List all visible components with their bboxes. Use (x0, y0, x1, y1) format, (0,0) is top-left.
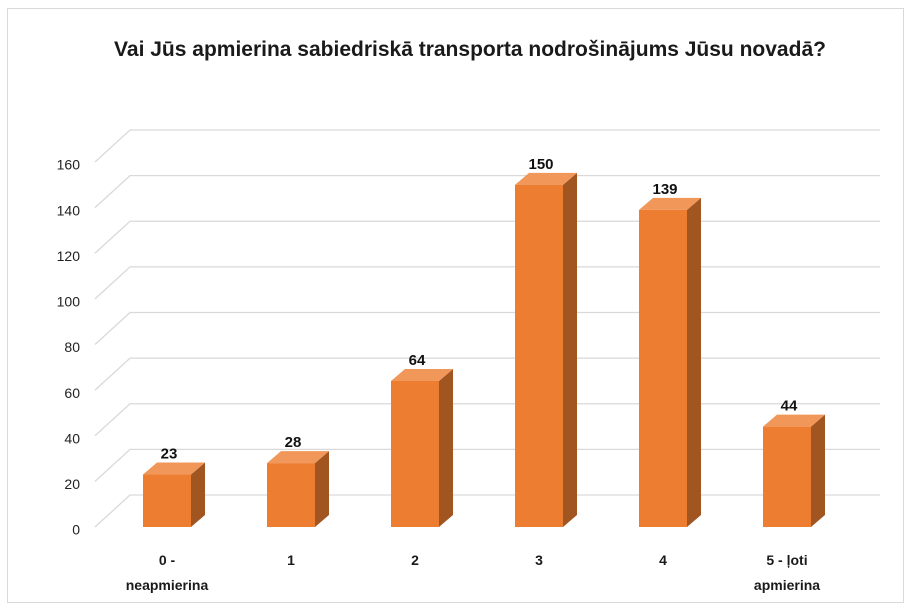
bar (639, 209, 687, 527)
grid-line (94, 311, 880, 345)
x-tick-label: 4 (659, 552, 667, 568)
x-tick-label: 3 (535, 552, 543, 568)
y-tick-label: 20 (64, 476, 80, 492)
y-tick-label: 60 (64, 385, 80, 401)
grid-line (94, 220, 880, 254)
data-label: 150 (528, 156, 553, 173)
data-label: 139 (652, 181, 677, 198)
bar-top (143, 462, 205, 475)
bar-top (763, 414, 825, 427)
y-tick-label: 80 (64, 339, 80, 355)
chart-frame (7, 8, 904, 603)
bar-top (267, 451, 329, 464)
bar (515, 184, 563, 527)
bar-side (563, 172, 577, 527)
y-tick-label: 160 (57, 157, 81, 173)
grid-line (94, 129, 880, 163)
bar-side (687, 197, 701, 527)
y-tick-label: 40 (64, 430, 80, 446)
data-label: 28 (285, 434, 302, 451)
bar-side (191, 462, 205, 527)
bar-side (315, 451, 329, 527)
x-tick-label: 0 - neapmierina (125, 552, 209, 593)
grid-line (94, 174, 880, 209)
x-tick-label: 1 (287, 552, 295, 568)
bar-top (515, 172, 577, 185)
grid-line (94, 494, 880, 528)
bar (763, 426, 811, 527)
bar-top (639, 197, 701, 210)
grid-line (94, 448, 880, 482)
data-label: 64 (409, 352, 426, 369)
y-tick-label: 120 (57, 248, 81, 264)
data-label: 23 (161, 446, 178, 463)
data-label: 44 (781, 398, 798, 415)
y-tick-label: 140 (57, 202, 81, 218)
bar (143, 474, 191, 527)
chart-title: Vai Jūs apmierina sabiedriskā transporta… (114, 38, 826, 61)
bar-side (439, 369, 453, 527)
x-tick-label: 5 - ļoti apmierina (753, 552, 821, 593)
grid-line (94, 403, 880, 437)
bar-top (391, 369, 453, 381)
y-tick-label: 100 (57, 294, 81, 310)
bar (267, 463, 315, 527)
bar (391, 381, 439, 527)
bar-side (811, 414, 825, 527)
grid-line (94, 266, 880, 300)
x-tick-label: 2 (411, 552, 419, 568)
grid-line (94, 357, 880, 391)
y-tick-label: 0 (72, 522, 80, 538)
